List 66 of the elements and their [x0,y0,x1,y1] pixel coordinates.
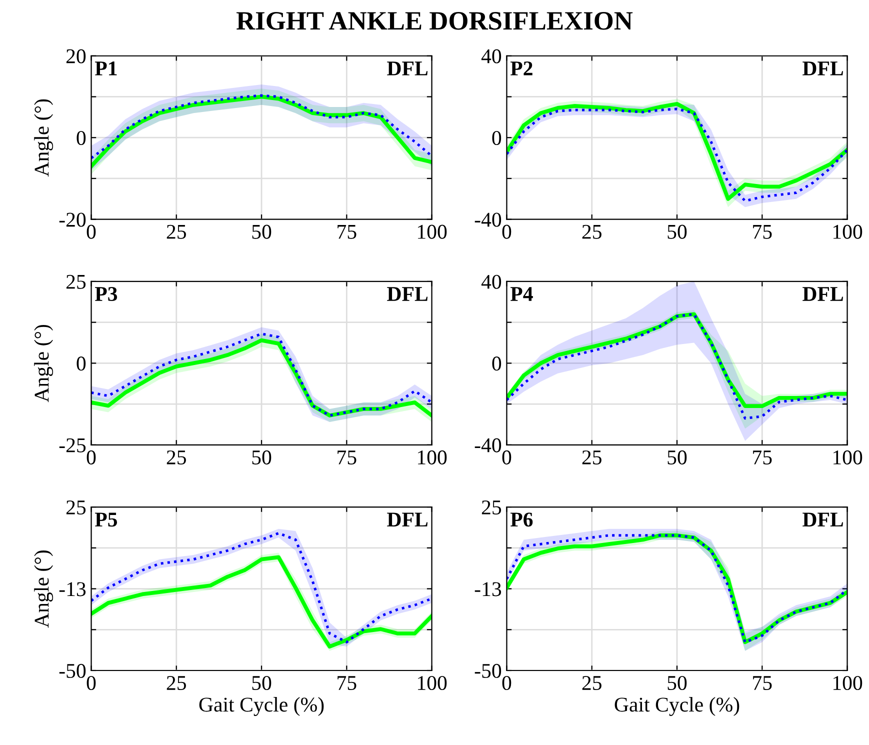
x-tick-label: 100 [418,450,447,464]
annotation: DFL [387,512,428,526]
y-tick-label: 20 [66,49,86,64]
y-tick-label: 25 [66,274,86,289]
x-tick-label: 100 [418,676,447,690]
annotation: DFL [802,512,843,526]
annotation: P4 [510,287,533,301]
x-tick-label: 75 [753,676,772,690]
x-tick-label: 25 [166,224,186,239]
x-tick-label: 50 [668,450,687,464]
y-tick-label: -40 [474,438,502,452]
y-tick-label: -13 [59,582,86,596]
x-axis-title: Gait Cycle (%) [199,697,324,716]
annotation: DFL [387,62,428,76]
y-tick-label: 25 [482,500,502,514]
x-tick-label: 100 [833,450,862,464]
y-tick-label: -50 [474,664,502,678]
y-tick-label: -25 [59,438,86,452]
y-tick-label: -20 [59,212,86,227]
y-tick-label: 40 [481,274,502,289]
x-tick-label: 0 [86,224,96,239]
x-tick-label: 0 [502,224,512,239]
y-axis-title: Angle (°) [34,324,54,402]
annotation: P5 [95,512,118,527]
y-tick-label: -50 [59,664,86,678]
x-tick-label: 50 [668,676,687,690]
y-tick-label: 0 [492,356,502,371]
y-tick-label: 0 [76,130,86,146]
x-tick-label: 75 [338,450,356,464]
annotation: P2 [510,61,532,76]
x-tick-label: 0 [86,676,96,690]
chart-title: RIGHT ANKLE DORSIFLEXION [236,12,633,30]
y-tick-label: 0 [76,356,86,371]
x-axis-title: Gait Cycle (%) [614,697,740,716]
x-tick-label: 75 [338,225,356,239]
y-tick-label: -40 [474,212,502,227]
x-tick-label: 25 [166,450,186,464]
x-tick-label: 75 [753,225,772,239]
x-tick-label: 50 [252,224,272,239]
y-axis-title: Angle (°) [34,550,54,628]
annotation: DFL [387,287,428,301]
x-tick-label: 75 [338,676,356,690]
x-tick-label: 50 [252,676,272,690]
annotation: DFL [802,62,843,76]
y-axis-title: Angle (°) [34,99,54,177]
y-tick-label: 0 [492,130,502,146]
x-tick-label: 25 [582,224,602,239]
x-tick-label: 25 [166,676,186,690]
x-tick-label: 100 [833,676,862,690]
x-tick-label: 50 [668,224,687,239]
annotation: P6 [510,512,533,527]
x-tick-label: 25 [582,676,602,690]
x-tick-label: 0 [502,450,512,464]
x-tick-label: 75 [753,450,772,464]
x-tick-label: 0 [502,676,512,690]
y-tick-label: 25 [66,500,86,514]
x-tick-label: 100 [833,224,862,239]
x-tick-label: 0 [86,450,96,464]
annotation: P1 [95,61,117,76]
annotation: P3 [95,287,118,302]
x-tick-label: 25 [582,450,602,464]
annotation: DFL [802,287,843,301]
x-tick-label: 50 [252,450,272,464]
y-tick-label: -13 [474,582,502,596]
x-tick-label: 100 [418,224,447,239]
y-tick-label: 40 [481,49,502,64]
